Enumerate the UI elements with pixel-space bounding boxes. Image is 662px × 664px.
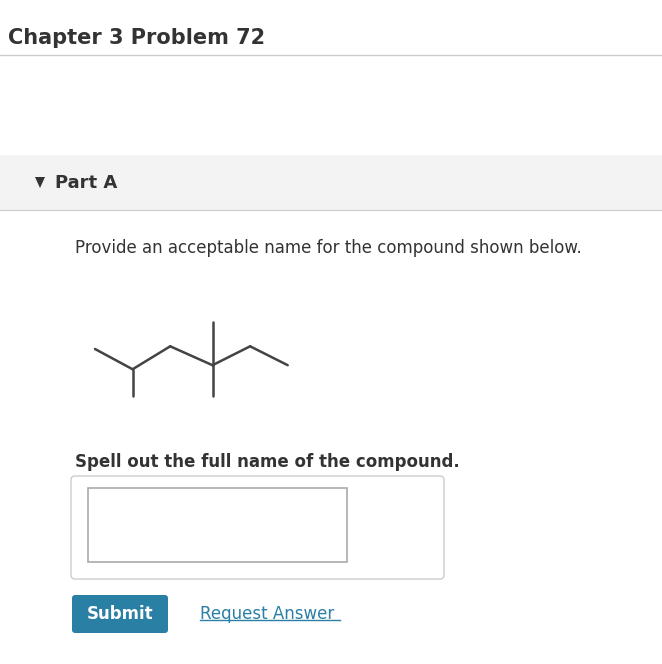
Text: Provide an acceptable name for the compound shown below.: Provide an acceptable name for the compo… <box>75 239 582 257</box>
FancyBboxPatch shape <box>0 155 662 210</box>
Text: Chapter 3 Problem 72: Chapter 3 Problem 72 <box>8 28 265 48</box>
Text: Spell out the full name of the compound.: Spell out the full name of the compound. <box>75 453 459 471</box>
Text: Part A: Part A <box>55 174 117 192</box>
FancyBboxPatch shape <box>72 595 168 633</box>
Text: Submit: Submit <box>87 605 154 623</box>
FancyBboxPatch shape <box>71 476 444 579</box>
Text: Request Answer: Request Answer <box>200 605 334 623</box>
FancyBboxPatch shape <box>88 488 347 562</box>
Polygon shape <box>35 177 45 188</box>
